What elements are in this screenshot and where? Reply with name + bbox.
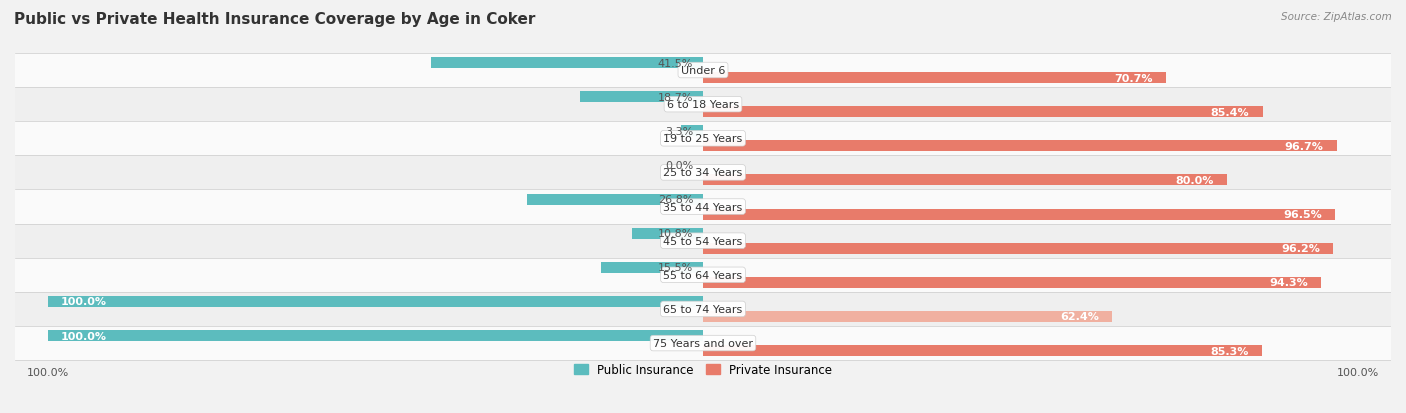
Text: 26.8%: 26.8% xyxy=(658,195,693,204)
Text: Under 6: Under 6 xyxy=(681,66,725,76)
Bar xyxy=(703,311,1112,322)
Bar xyxy=(703,175,1227,186)
Legend: Public Insurance, Private Insurance: Public Insurance, Private Insurance xyxy=(569,358,837,381)
Text: 85.4%: 85.4% xyxy=(1211,107,1250,117)
Bar xyxy=(0,224,1406,258)
Text: 41.5%: 41.5% xyxy=(658,58,693,69)
Text: 45 to 54 Years: 45 to 54 Years xyxy=(664,236,742,246)
Bar xyxy=(0,122,1406,156)
Text: Source: ZipAtlas.com: Source: ZipAtlas.com xyxy=(1281,12,1392,22)
Text: 96.5%: 96.5% xyxy=(1284,209,1322,220)
Bar xyxy=(0,190,1406,224)
Text: 96.2%: 96.2% xyxy=(1281,244,1320,254)
Bar xyxy=(703,277,1320,288)
Bar xyxy=(682,126,703,137)
Bar xyxy=(0,88,1406,122)
Text: 25 to 34 Years: 25 to 34 Years xyxy=(664,168,742,178)
Text: 70.7%: 70.7% xyxy=(1115,74,1153,83)
Bar xyxy=(633,228,703,239)
Bar xyxy=(0,54,1406,88)
Bar xyxy=(581,92,703,103)
Text: 100.0%: 100.0% xyxy=(60,331,107,341)
Text: 85.3%: 85.3% xyxy=(1211,346,1249,356)
Bar xyxy=(703,107,1263,118)
Bar xyxy=(703,209,1336,220)
Bar xyxy=(703,345,1263,356)
Bar xyxy=(432,58,703,69)
Text: 100.0%: 100.0% xyxy=(60,297,107,307)
Bar xyxy=(0,326,1406,360)
Text: 3.3%: 3.3% xyxy=(665,126,693,136)
Bar xyxy=(703,141,1337,152)
Text: 15.5%: 15.5% xyxy=(658,263,693,273)
Bar xyxy=(527,194,703,205)
Text: 62.4%: 62.4% xyxy=(1060,312,1098,322)
Text: 10.8%: 10.8% xyxy=(658,229,693,239)
Text: 80.0%: 80.0% xyxy=(1175,176,1215,185)
Text: 96.7%: 96.7% xyxy=(1285,142,1323,152)
Bar xyxy=(0,258,1406,292)
Text: 35 to 44 Years: 35 to 44 Years xyxy=(664,202,742,212)
Text: 75 Years and over: 75 Years and over xyxy=(652,338,754,348)
Text: 18.7%: 18.7% xyxy=(658,93,693,102)
Text: 19 to 25 Years: 19 to 25 Years xyxy=(664,134,742,144)
Text: 0.0%: 0.0% xyxy=(665,161,693,171)
Text: 94.3%: 94.3% xyxy=(1270,278,1308,287)
Bar xyxy=(703,73,1166,84)
Bar xyxy=(0,156,1406,190)
Text: Public vs Private Health Insurance Coverage by Age in Coker: Public vs Private Health Insurance Cover… xyxy=(14,12,536,27)
Bar xyxy=(703,243,1333,254)
Text: 6 to 18 Years: 6 to 18 Years xyxy=(666,100,740,110)
Bar xyxy=(0,292,1406,326)
Text: 55 to 64 Years: 55 to 64 Years xyxy=(664,270,742,280)
Bar xyxy=(48,296,703,307)
Bar xyxy=(602,262,703,273)
Bar xyxy=(48,330,703,341)
Text: 65 to 74 Years: 65 to 74 Years xyxy=(664,304,742,314)
